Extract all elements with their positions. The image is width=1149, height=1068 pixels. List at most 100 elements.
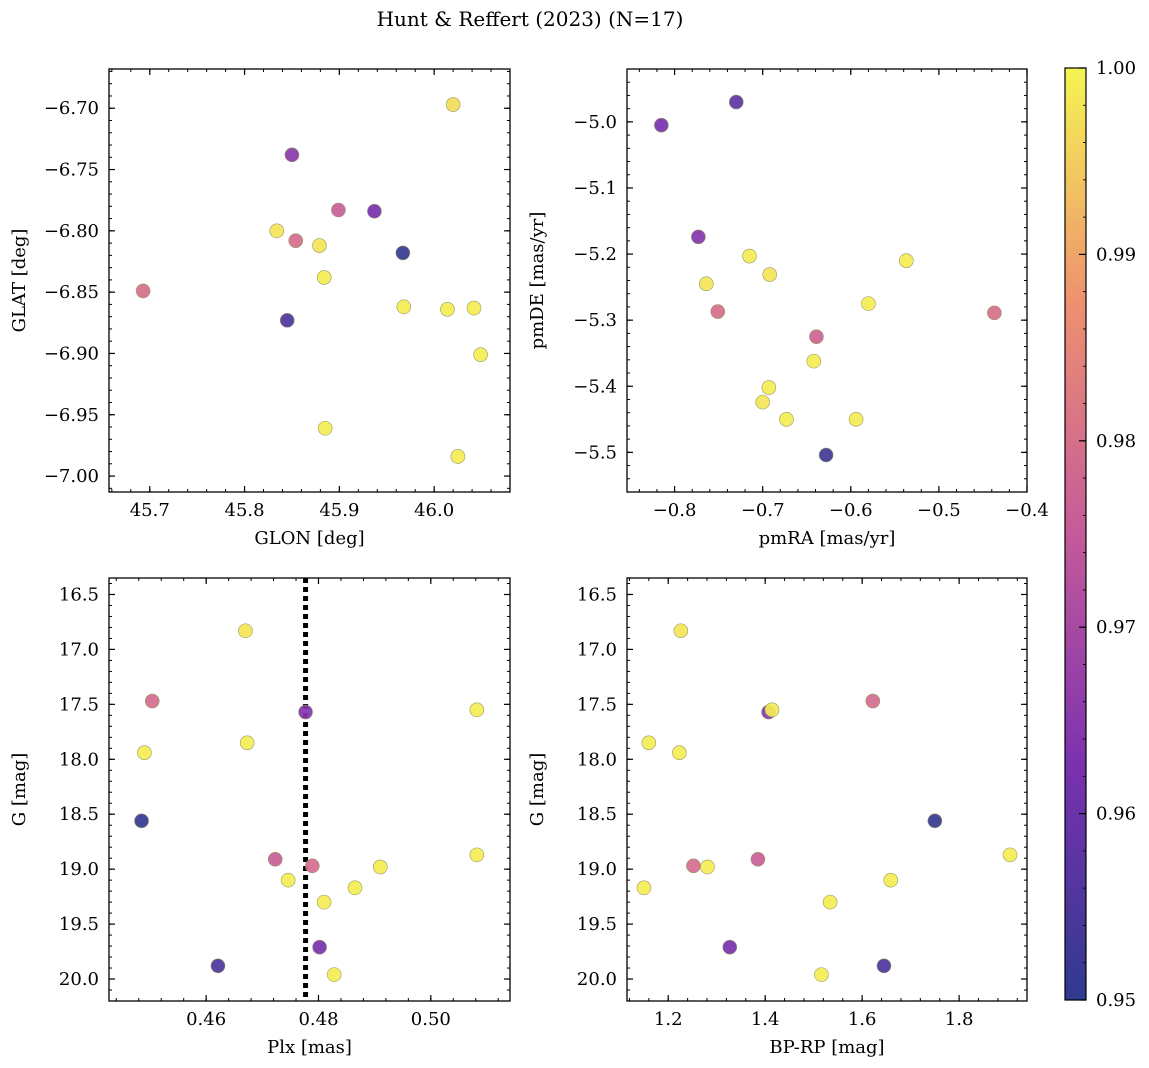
y-tick-label: 18.0 [59,749,99,770]
y-tick-label: −6.75 [44,160,99,181]
data-point [636,880,652,896]
x-axis-label: pmRA [mas/yr] [759,528,896,549]
data-point [806,353,822,369]
data-point [144,693,160,709]
data-point [761,380,777,395]
y-axis-label: pmDE [mas/yr] [527,212,548,350]
x-tick-label: −0.8 [653,500,697,521]
x-tick-label: −0.6 [829,500,873,521]
y-tick-label: −6.95 [44,405,99,426]
data-point [440,302,455,317]
y-tick-label: 19.0 [577,859,617,880]
data-point [469,847,485,863]
data-point [1002,847,1018,863]
colorbar-tick-label: 1.00 [1096,58,1136,79]
y-tick-label: 19.5 [59,914,99,935]
y-tick-label: −5.5 [573,442,617,463]
x-tick-label: 1.2 [654,1009,683,1030]
y-tick-label: 20.0 [577,969,617,990]
data-point [284,147,300,163]
data-point [469,702,485,718]
data-point [722,939,738,955]
y-axis-label: G [mag] [527,753,548,826]
data-point [312,238,327,253]
data-point [672,745,687,760]
colorbar-tick-label: 0.98 [1096,431,1136,452]
data-point [848,411,864,427]
data-point [450,449,466,464]
x-tick-label: 45.8 [225,500,265,521]
data-point [135,283,151,299]
data-point [396,299,412,315]
y-tick-label: 17.0 [577,639,617,660]
y-tick-label: 16.5 [577,584,617,605]
y-tick-label: −6.85 [44,282,99,303]
data-point [861,296,876,311]
data-point [927,813,943,829]
data-point [279,313,295,328]
x-tick-label: 1.8 [945,1009,974,1030]
data-point [814,967,829,982]
x-tick-label: −0.7 [741,500,785,521]
data-point [269,223,285,239]
data-point [137,745,152,760]
colorbar-tick-label: 0.96 [1096,804,1136,825]
colorbar-gradient [1064,67,1087,1001]
x-tick-label: 0.46 [186,1009,226,1030]
y-tick-label: 19.0 [59,859,99,880]
data-point [239,735,255,751]
panel-sky-position: 45.7 45.8 45.9 46.0 −6.70 −6.75 −6.80 −6.85 −6.9… [9,68,511,549]
y-tick-label: −6.70 [44,98,99,119]
data-point [818,447,834,463]
colorbar: 0.95 0.96 0.97 0.98 0.99 1.00 [1064,58,1136,1011]
data-point [700,859,715,875]
data-point [742,248,757,264]
data-point [305,858,320,874]
data-point [691,229,706,245]
data-point [883,872,899,888]
y-tick-label: 17.0 [59,639,99,660]
x-axis-label: Plx [mas] [267,1037,352,1058]
y-tick-label: 20.0 [59,969,99,990]
data-point [898,253,914,268]
x-tick-label: 1.4 [751,1009,780,1030]
data-point [779,411,794,427]
y-tick-label: 16.5 [59,584,99,605]
y-tick-label: 18.5 [59,804,99,825]
data-point [372,859,388,875]
y-tick-label: −5.4 [573,376,617,397]
data-point [865,693,881,709]
y-tick-label: −6.80 [44,221,99,242]
y-tick-label: −5.1 [573,178,617,199]
figure-title: Hunt & Reffert (2023) (N=17) [377,7,684,31]
data-point [267,851,283,867]
x-axis-label: GLON [deg] [254,528,364,549]
x-tick-label: 0.50 [411,1009,451,1030]
data-point [728,94,744,110]
data-point [280,872,296,888]
data-point [445,97,461,112]
data-point [755,394,770,410]
data-point [317,420,333,436]
colorbar-tick-label: 0.97 [1096,617,1136,638]
x-tick-label: 45.7 [130,500,170,521]
y-tick-label: −5.0 [573,112,617,133]
data-point [466,300,482,316]
plot-frame [626,68,1028,493]
y-tick-label: 18.0 [577,749,617,770]
data-point [822,894,838,910]
y-tick-label: −5.2 [573,244,617,265]
y-axis-label: GLAT [deg] [9,229,30,333]
data-point [367,203,382,219]
x-tick-label: 46.0 [414,500,454,521]
data-point [298,704,313,720]
data-point [395,245,411,261]
data-point [987,305,1002,321]
plot-frame [108,577,511,1002]
colorbar-tick-label: 0.99 [1096,244,1136,265]
x-axis-label: BP-RP [mag] [769,1037,884,1058]
y-tick-label: −5.3 [573,310,617,331]
x-tick-label: 0.48 [298,1009,338,1030]
y-tick-label: 18.5 [577,804,617,825]
